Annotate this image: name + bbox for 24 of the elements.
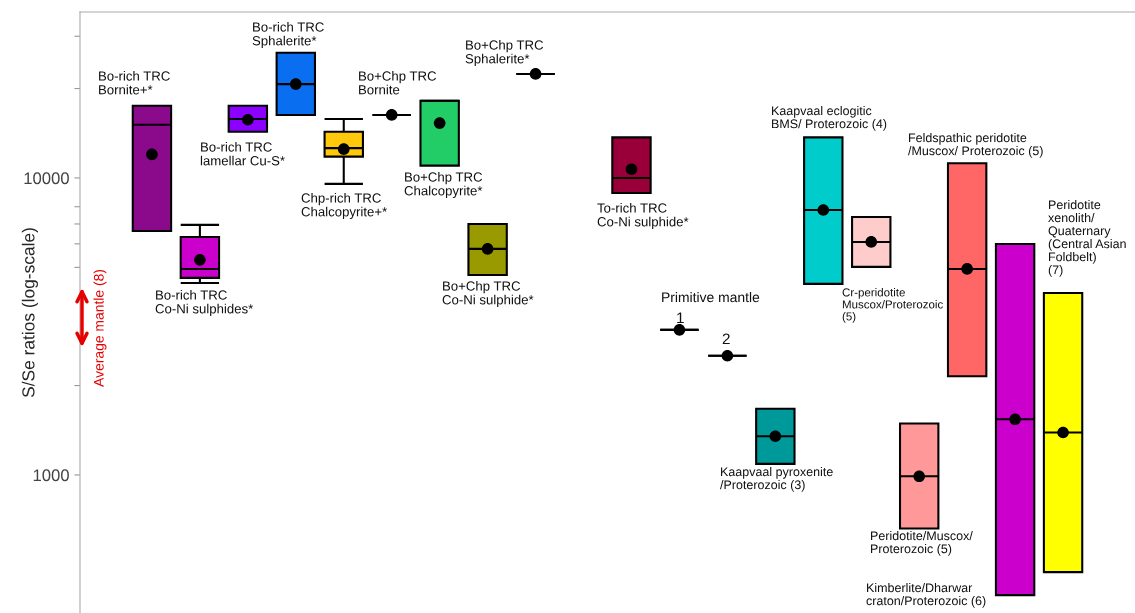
annotation: Average mantle (8): [93, 269, 107, 387]
annotation: Bo-rich TRC Co-Ni sulphides*: [155, 290, 254, 317]
y-tick-label: 1000: [33, 469, 69, 482]
annotation: Feldspathic peridotite /Muscox/ Proterozoic (5): [908, 133, 1043, 158]
annotation: Cr-peridotite Muscox/Proterozoic (5): [842, 288, 943, 323]
annotation: Chp-rich TRC Chalcopyrite+*: [301, 193, 387, 220]
annotation: Bo-rich TRC Sphalerite*: [252, 22, 324, 49]
annotation: Bo+Chp TRC Sphalerite*: [465, 40, 544, 67]
y-tick-label: 10000: [24, 172, 69, 185]
annotation: Bo+Chp TRC Chalcopyrite*: [404, 172, 483, 199]
annotation: Bo+Chp TRC Bornite: [359, 71, 437, 95]
annotation: Primitive mantle: [662, 292, 760, 303]
annotation: Kaapvaal eclogitic BMS/ Proterozoic (4): [772, 106, 887, 131]
annotation: Kaapvaal pyroxenite /Proterozoic (3): [720, 467, 833, 492]
annotation: 1: [677, 312, 684, 324]
annotation: Kimberlite/Dharwar craton/Proterozoic (6): [866, 583, 986, 608]
annotation: Peridotite/Muscox/ Proterozoic (5): [871, 531, 973, 556]
annotation: To-rich TRC Co-Ni sulphide*: [597, 203, 689, 230]
annotation: Bo+Chp TRC Co-Ni sulphide*: [442, 281, 534, 308]
annotation: Peridotite xenolith/ Quaternary (Central Asian Foldbelt) (7): [1048, 200, 1126, 277]
annotation: 2: [722, 333, 730, 345]
annotation: Bo-rich TRC lamellar Cu-S*: [200, 142, 285, 166]
annotation: Bo-rich TRC Bornite+*: [99, 71, 170, 95]
y-axis-title: S/Se ratios (log-scale): [21, 228, 38, 398]
